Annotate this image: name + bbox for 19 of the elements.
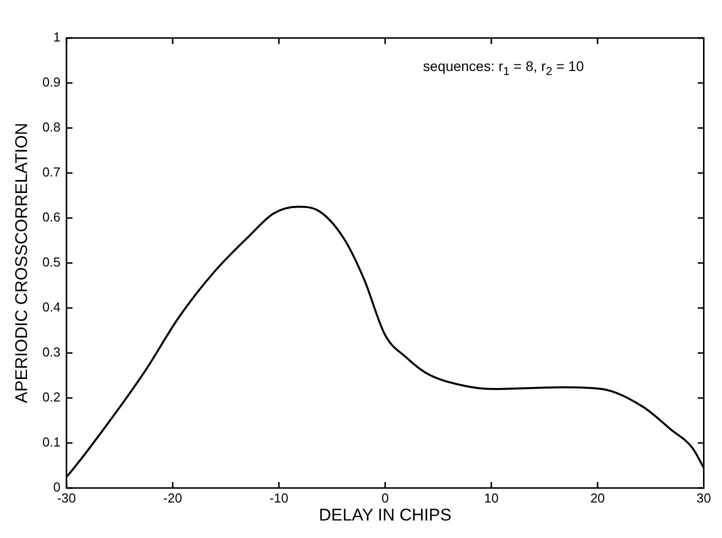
- y-tick-label: 0.2: [42, 390, 60, 405]
- y-tick-label: 0.4: [42, 300, 60, 315]
- x-tick-label: 30: [696, 490, 712, 506]
- y-tick-label: 0.3: [42, 344, 60, 360]
- y-tick-label: 0.6: [42, 210, 60, 225]
- x-tick-label: -10: [270, 490, 288, 506]
- y-tick-label: 0.8: [42, 120, 60, 135]
- y-tick-label: 1: [53, 30, 60, 45]
- y-tick-label: 0.7: [42, 164, 60, 180]
- x-tick-label: 10: [484, 490, 499, 506]
- y-tick-label: 0.9: [42, 74, 60, 90]
- annotation: sequences: r$_{1}$ = 8, r$_{2}$ = 10: [423, 58, 584, 78]
- y-axis-title: APERIODIC CROSSCORRELATION: [12, 122, 31, 404]
- y-tick-label: 0.1: [42, 434, 60, 450]
- x-tick-label: 20: [590, 490, 605, 506]
- x-axis-title: DELAY IN CHIPS: [318, 505, 452, 524]
- x-tick-label: -20: [163, 490, 182, 506]
- x-tick-label: 0: [382, 490, 389, 506]
- y-tick-label: 0.5: [42, 254, 60, 270]
